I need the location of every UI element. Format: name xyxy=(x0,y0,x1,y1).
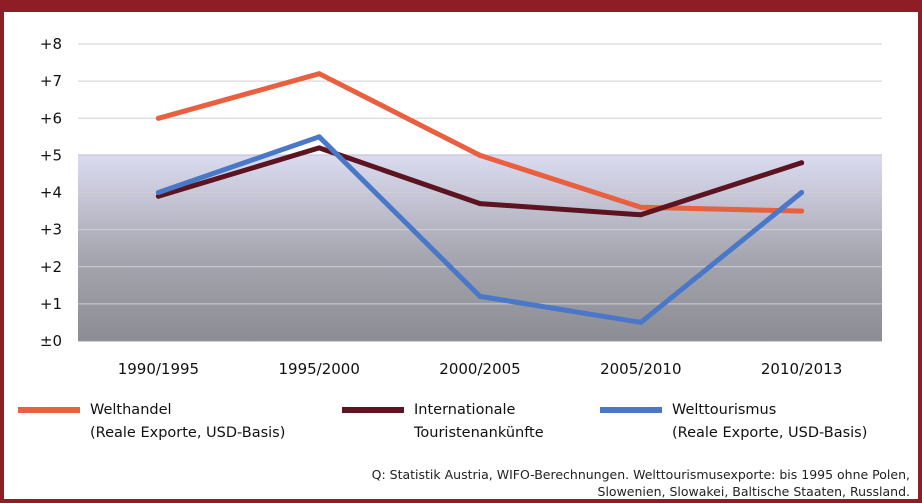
legend-label: Internationale xyxy=(414,402,516,418)
data-point xyxy=(316,71,322,77)
data-point xyxy=(638,319,644,325)
y-tick-label: +8 xyxy=(40,35,62,53)
x-axis-ticks: 1990/1995 1995/2000 2000/2005 2005/2010 2010… xyxy=(118,360,843,378)
plot-band xyxy=(78,154,882,341)
data-point xyxy=(155,190,161,195)
x-tick-label: 2005/2010 xyxy=(600,360,681,378)
x-tick-label: 2010/2013 xyxy=(761,360,842,378)
x-tick-label: 2000/2005 xyxy=(439,360,520,378)
y-tick-label: +6 xyxy=(40,109,62,127)
data-point xyxy=(799,208,805,214)
y-tick-label: +5 xyxy=(40,146,62,164)
y-tick-label: ±0 xyxy=(40,332,62,350)
y-tick-label: +4 xyxy=(40,184,62,202)
source-note-line-1: Q: Statistik Austria, WIFO-Berechnungen.… xyxy=(372,467,910,482)
data-point xyxy=(477,152,483,158)
title-strip xyxy=(0,0,922,12)
legend-label-sub: Touristenankünfte xyxy=(413,425,544,441)
y-tick-label: +3 xyxy=(40,221,62,239)
y-tick-label: +7 xyxy=(40,72,62,90)
data-point xyxy=(155,115,161,121)
data-point xyxy=(638,212,644,218)
legend: Welthandel (Reale Exporte, USD-Basis) Inte… xyxy=(18,402,867,441)
x-tick-label: 1995/2000 xyxy=(278,360,359,378)
legend-label: Welthandel xyxy=(90,402,172,418)
series-lines xyxy=(155,71,805,325)
x-tick-label: 1990/1995 xyxy=(118,360,199,378)
data-point xyxy=(155,193,161,199)
legend-label-sub: (Reale Exporte, USD-Basis) xyxy=(672,425,867,441)
data-point xyxy=(638,204,644,210)
data-point xyxy=(799,190,805,195)
source-note-line-2: Slowenien, Slowakei, Baltische Staaten, … xyxy=(598,484,910,499)
data-point xyxy=(799,160,805,166)
y-axis-ticks: ±0 +1 +2 +3 +4 +5 +6 +7 +8 xyxy=(40,35,62,350)
data-point xyxy=(477,293,483,299)
legend-label-sub: (Reale Exporte, USD-Basis) xyxy=(90,425,285,441)
data-point xyxy=(316,145,322,151)
y-tick-label: +2 xyxy=(40,258,62,276)
legend-label: Welttourismus xyxy=(672,402,776,418)
y-tick-label: +1 xyxy=(40,295,62,313)
data-point xyxy=(316,134,322,140)
data-point xyxy=(477,201,483,207)
